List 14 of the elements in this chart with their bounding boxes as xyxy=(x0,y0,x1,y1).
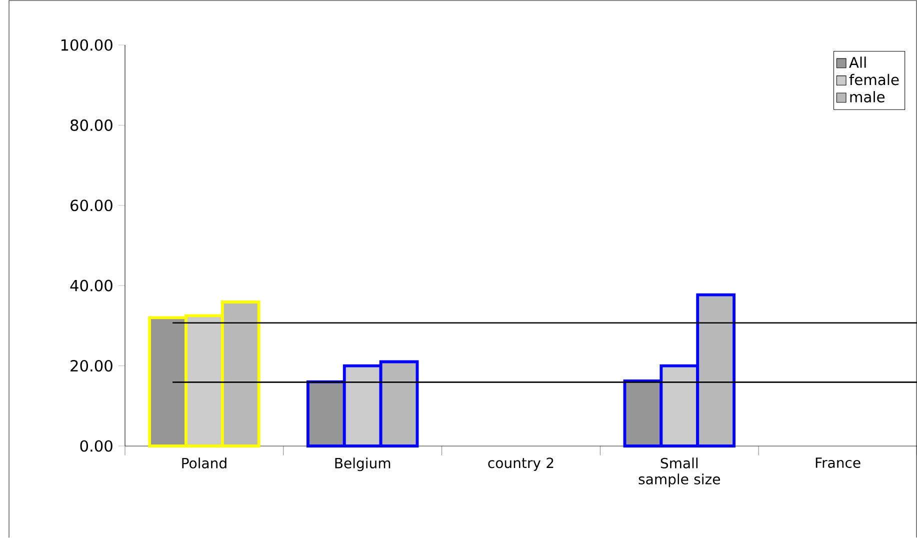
x-tick-label: country 2 xyxy=(488,458,554,471)
x-tick-label: France xyxy=(816,458,860,468)
y-tick-label: 20.00 xyxy=(70,360,112,372)
y-tick-label: 100.00 xyxy=(61,39,112,51)
y-tick-label: 40.00 xyxy=(70,280,112,292)
y-tick-label: 80.00 xyxy=(70,119,112,131)
x-tick-label: Small sample size xyxy=(638,458,720,488)
legend-label: female xyxy=(849,74,899,86)
legend-label: All xyxy=(849,56,866,68)
y-tick-label: 60.00 xyxy=(70,200,112,212)
y-tick-label: 0.00 xyxy=(80,440,112,452)
legend-label: male xyxy=(850,91,885,102)
x-tick-label: Poland xyxy=(182,458,226,468)
x-tick-label: Belgium xyxy=(335,458,390,472)
